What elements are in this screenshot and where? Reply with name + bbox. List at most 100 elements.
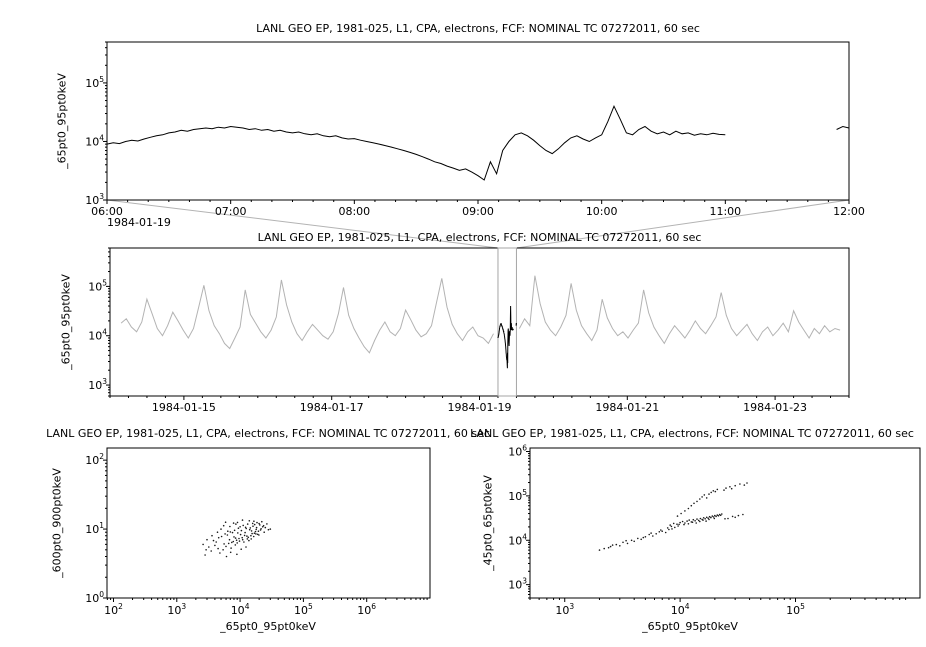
scatter-point: [708, 518, 710, 521]
scatter-point: [208, 546, 210, 548]
scatter-point: [248, 539, 250, 542]
y-tick-label: 103: [508, 577, 527, 592]
scatter-point: [699, 520, 701, 523]
scatter-point: [705, 520, 707, 522]
scatter-point: [712, 490, 715, 492]
scatter-point: [248, 520, 251, 522]
scatter-point: [246, 523, 249, 525]
scatter-point: [681, 520, 684, 523]
scatter-point: [230, 547, 232, 549]
scatter-point: [630, 539, 633, 542]
x-tick-label: 07:00: [215, 205, 247, 218]
scatter-point: [696, 518, 698, 520]
scatter-point: [266, 523, 268, 525]
scatter-point: [640, 538, 642, 541]
scatter-point: [699, 498, 701, 500]
scatter-point: [229, 525, 231, 528]
selection-box[interactable]: [497, 247, 517, 397]
scatter-point: [671, 528, 673, 530]
scatter-point: [227, 542, 230, 545]
scatter-point: [253, 520, 255, 522]
scatter-point: [257, 530, 260, 532]
scatter-point: [684, 522, 686, 524]
scatter-point: [607, 546, 610, 549]
scatter-point: [243, 534, 246, 537]
scatter-point: [672, 522, 675, 525]
scatter-point: [239, 526, 241, 528]
scatter-point: [742, 513, 744, 516]
plot-frame: [106, 447, 431, 599]
scatter-point: [222, 524, 225, 527]
scatter-point: [702, 517, 705, 519]
scatter-point: [603, 547, 605, 550]
scatter1-y-axis-label: _600pt0_900pt0keV: [50, 468, 64, 578]
scatter-point: [743, 484, 746, 486]
scatter-point: [225, 545, 227, 548]
x-tick-label: 1984-01-17: [300, 401, 364, 414]
highlight-series-line: [497, 305, 517, 369]
scatter-point: [261, 526, 264, 528]
series-line: [120, 275, 841, 354]
scatter-point: [734, 484, 736, 487]
x-tick-label: 10:00: [586, 205, 618, 218]
scatter-point: [224, 533, 226, 535]
y-tick-label: 105: [85, 75, 104, 90]
scatter-point: [650, 532, 652, 534]
scatter-point: [260, 528, 262, 530]
scatter-point: [226, 534, 229, 536]
y-tick-label: 101: [85, 521, 104, 536]
scatter-point: [696, 500, 698, 503]
y-tick-label: 102: [85, 452, 104, 467]
overview-y-axis-label: _65pt0_95pt0keV: [59, 274, 73, 370]
scatter-point: [239, 533, 242, 536]
plot-frame: [529, 447, 921, 599]
x-tick-label: 09:00: [462, 205, 494, 218]
scatter-point: [716, 488, 719, 491]
scatter-point: [236, 521, 239, 524]
scatter-point: [250, 534, 252, 537]
scatter-point: [715, 515, 717, 518]
scatter-point: [262, 524, 265, 527]
x-tick-label: 1984-01-23: [743, 401, 807, 414]
scatter-point: [248, 528, 251, 531]
scatter-point: [670, 525, 673, 528]
scatter-point: [625, 539, 627, 542]
scatter-point: [259, 529, 262, 531]
scatter-point: [253, 523, 256, 526]
scatter-point: [688, 519, 690, 521]
scatter-point: [717, 515, 720, 517]
scatter-point: [687, 507, 690, 510]
scatter-point: [235, 523, 237, 525]
scatter-point: [707, 517, 709, 519]
detail-x-context-label: 1984-01-19: [107, 216, 171, 229]
scatter-point: [687, 523, 690, 525]
scatter-point: [690, 521, 693, 523]
scatter-point: [701, 496, 703, 498]
scatter-point: [710, 516, 712, 519]
scatter-point: [222, 549, 224, 551]
scatter-plot-600-900[interactable]: 100 101 102 102 103 104 105 106: [85, 447, 431, 617]
scatter-point: [680, 512, 682, 515]
y-tick-label: 100: [85, 590, 104, 605]
scatter-point: [242, 524, 244, 527]
scatter-point: [686, 520, 688, 522]
scatter-plot-45-65[interactable]: 103 104 105 106 103 104 105: [508, 444, 921, 617]
y-tick-label: 103: [88, 377, 107, 392]
x-tick-label: 105: [294, 602, 313, 617]
scatter-point: [212, 539, 215, 542]
scatter-point: [249, 527, 252, 529]
overview-timeseries-plot[interactable]: 103 104 105 1984-01-15 1984-01-17 1984-01-19 1…: [88, 247, 850, 414]
scatter-point: [679, 521, 681, 524]
scatter-point: [724, 518, 726, 520]
scatter-point: [269, 528, 272, 530]
detail-timeseries-plot[interactable]: 103 104 105 06:00 07:00 08:00 09:00 10:00 11:00 1…: [85, 41, 865, 218]
scatter-point: [253, 532, 256, 534]
scatter-point: [220, 528, 222, 530]
scatter-point: [238, 537, 240, 540]
scatter-point: [267, 528, 270, 531]
scatter-point: [217, 536, 220, 539]
scatter-point: [223, 543, 225, 545]
scatter-point: [690, 504, 693, 507]
scatter-point: [664, 531, 667, 534]
